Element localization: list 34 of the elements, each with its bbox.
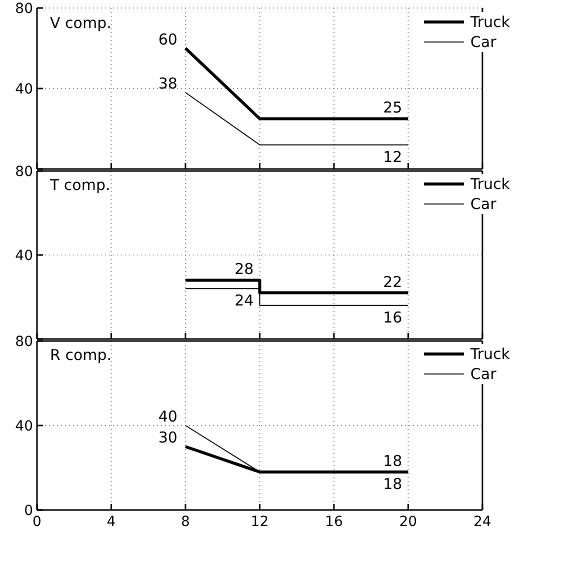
legend-label: Truck <box>470 344 510 364</box>
legend-label: Car <box>470 194 496 214</box>
data-label: 18 <box>383 452 402 470</box>
y-tick-label: 80 <box>15 0 33 17</box>
x-tick-label: 4 <box>106 514 116 530</box>
data-label: 25 <box>383 98 402 117</box>
data-label: 28 <box>234 260 254 278</box>
data-label: 18 <box>383 474 402 493</box>
y-tick-label: 40 <box>15 418 33 434</box>
legend-label: Car <box>470 364 496 384</box>
data-label: 22 <box>383 272 402 291</box>
y-tick-label: 40 <box>15 248 33 264</box>
data-label: 12 <box>383 148 402 166</box>
data-label: 40 <box>158 408 178 426</box>
data-label: 24 <box>234 292 254 310</box>
y-tick-label: 80 <box>15 164 33 180</box>
x-tick-label: 16 <box>325 514 343 530</box>
data-label: 38 <box>158 74 178 93</box>
chart-title: R comp. <box>50 346 112 364</box>
y-tick-label: 40 <box>15 81 33 98</box>
x-tick-label: 12 <box>250 514 269 530</box>
y-tick-label: 0 <box>24 502 33 519</box>
x-tick-label: 24 <box>474 514 492 530</box>
chart-title: V comp. <box>50 14 112 32</box>
data-label: 16 <box>383 308 402 326</box>
data-label: 30 <box>158 428 178 447</box>
legend-label: Truck <box>470 12 510 32</box>
data-label: 60 <box>158 30 178 48</box>
legend-label: Truck <box>470 174 510 194</box>
chart-title: T comp. <box>50 176 110 194</box>
y-tick-label: 80 <box>15 334 33 350</box>
x-tick-label: 20 <box>399 514 418 530</box>
legend-label: Car <box>470 32 496 52</box>
x-tick-label: 8 <box>181 514 190 530</box>
